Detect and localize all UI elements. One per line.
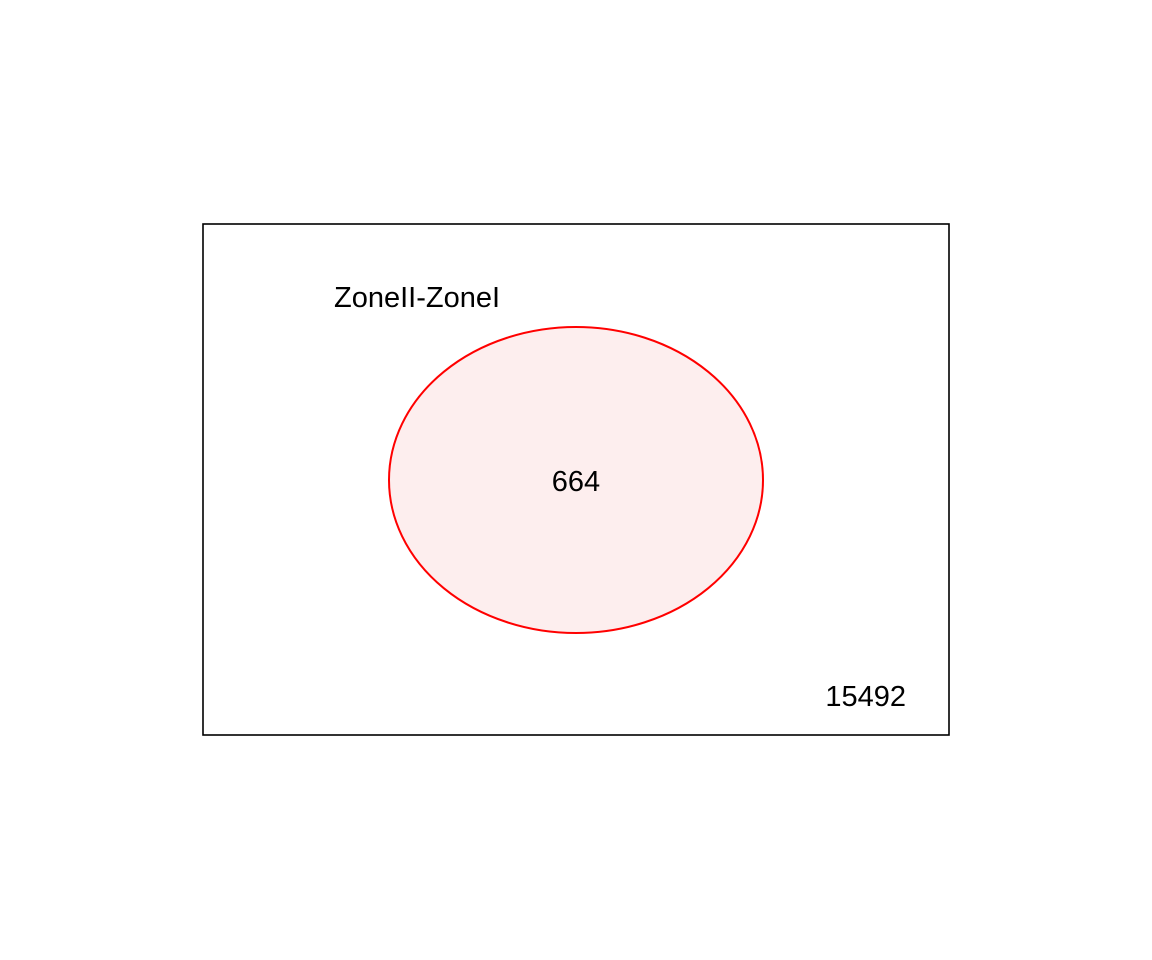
universe-box (202, 223, 950, 736)
set-label: ZoneII-ZoneI (334, 282, 500, 314)
outside-count-label: 15492 (825, 681, 906, 713)
set-ellipse (388, 326, 764, 634)
set-count-label: 664 (552, 466, 600, 498)
